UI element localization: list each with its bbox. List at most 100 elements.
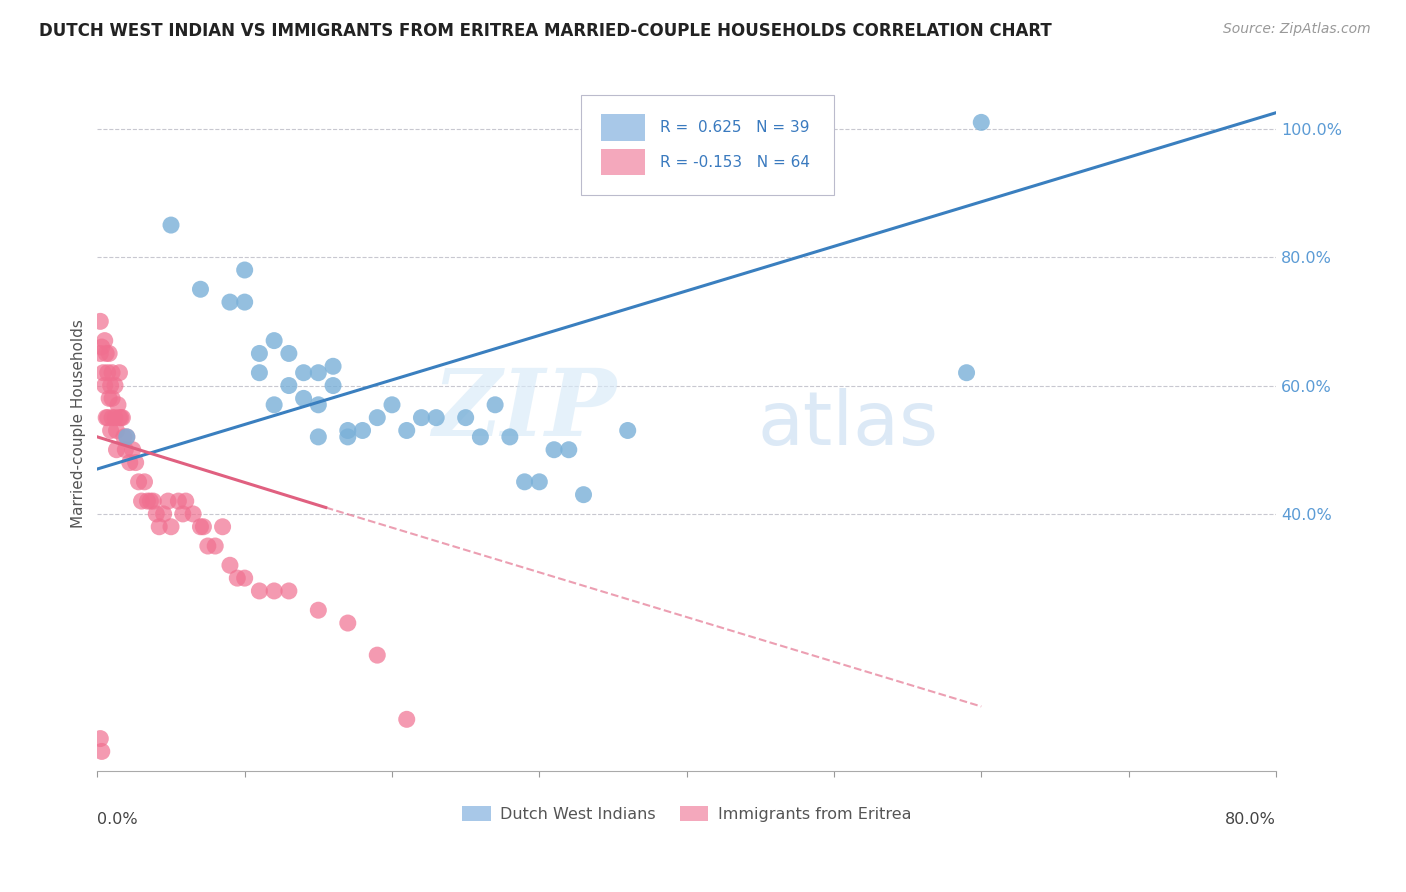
Point [277, 346, 299, 360]
Text: DUTCH WEST INDIAN VS IMMIGRANTS FROM ERITREA MARRIED-COUPLE HOUSEHOLDS CORRELATI: DUTCH WEST INDIAN VS IMMIGRANTS FROM ERI… [39, 22, 1052, 40]
Point [247, 366, 270, 380]
Point [93, 334, 115, 348]
Text: Source: ZipAtlas.com: Source: ZipAtlas.com [1223, 22, 1371, 37]
Point [366, 648, 388, 662]
Y-axis label: Married-couple Households: Married-couple Households [72, 319, 86, 528]
Point [96, 410, 118, 425]
Point [105, 442, 128, 457]
Text: 0.0%: 0.0% [97, 813, 138, 828]
Point [247, 346, 270, 360]
Point [616, 424, 638, 438]
Point [233, 571, 256, 585]
Text: 80.0%: 80.0% [1225, 813, 1275, 828]
Point [336, 430, 359, 444]
Point [114, 442, 136, 457]
Point [101, 366, 124, 380]
Point [110, 410, 132, 425]
Point [101, 392, 124, 406]
Point [160, 520, 183, 534]
Point [90, 340, 112, 354]
Point [172, 507, 194, 521]
Point [219, 558, 242, 573]
Point [307, 366, 329, 380]
Point [96, 346, 118, 360]
Point [97, 410, 120, 425]
Point [292, 392, 315, 406]
Point [484, 398, 506, 412]
Point [160, 218, 183, 232]
Point [970, 115, 993, 129]
Point [112, 430, 135, 444]
Text: ZIP: ZIP [432, 365, 616, 455]
Point [955, 366, 977, 380]
Point [142, 494, 165, 508]
Point [90, 744, 112, 758]
Point [263, 583, 285, 598]
Point [470, 430, 492, 444]
Point [292, 366, 315, 380]
Point [572, 488, 595, 502]
Point [336, 615, 359, 630]
Point [89, 346, 111, 360]
Point [124, 456, 146, 470]
Text: R =  0.625   N = 39: R = 0.625 N = 39 [659, 120, 808, 135]
Point [104, 378, 127, 392]
Point [381, 398, 404, 412]
Point [91, 366, 114, 380]
Point [108, 410, 131, 425]
Point [152, 507, 174, 521]
Point [93, 378, 115, 392]
Point [100, 378, 122, 392]
Point [157, 494, 180, 508]
Point [558, 442, 581, 457]
Point [174, 494, 197, 508]
FancyBboxPatch shape [600, 114, 645, 141]
Point [307, 603, 329, 617]
Point [395, 424, 418, 438]
Point [233, 295, 256, 310]
Point [499, 430, 522, 444]
Point [134, 475, 156, 489]
Point [118, 456, 141, 470]
Point [529, 475, 551, 489]
Point [411, 410, 433, 425]
Point [190, 520, 212, 534]
Point [128, 475, 150, 489]
Point [89, 731, 111, 746]
Point [277, 583, 299, 598]
Point [98, 392, 121, 406]
Point [108, 366, 131, 380]
Point [115, 430, 138, 444]
Point [197, 539, 219, 553]
Point [104, 410, 127, 425]
Point [107, 398, 129, 412]
Point [121, 442, 143, 457]
Point [277, 378, 299, 392]
Point [322, 378, 344, 392]
Point [131, 494, 153, 508]
Point [190, 282, 212, 296]
Point [352, 424, 374, 438]
Point [111, 410, 134, 425]
Point [204, 539, 226, 553]
Point [105, 424, 128, 438]
Point [307, 430, 329, 444]
Legend: Dutch West Indians, Immigrants from Eritrea: Dutch West Indians, Immigrants from Erit… [456, 799, 918, 829]
Point [148, 520, 170, 534]
Point [307, 398, 329, 412]
Point [395, 712, 418, 726]
Point [226, 571, 249, 585]
Point [181, 507, 204, 521]
Point [425, 410, 447, 425]
Text: R = -0.153   N = 64: R = -0.153 N = 64 [659, 154, 810, 169]
Point [322, 359, 344, 374]
Point [513, 475, 536, 489]
Point [136, 494, 159, 508]
Point [89, 314, 111, 328]
FancyBboxPatch shape [600, 149, 645, 175]
Point [263, 334, 285, 348]
Point [543, 442, 565, 457]
Point [115, 430, 138, 444]
Point [100, 424, 122, 438]
Point [454, 410, 477, 425]
